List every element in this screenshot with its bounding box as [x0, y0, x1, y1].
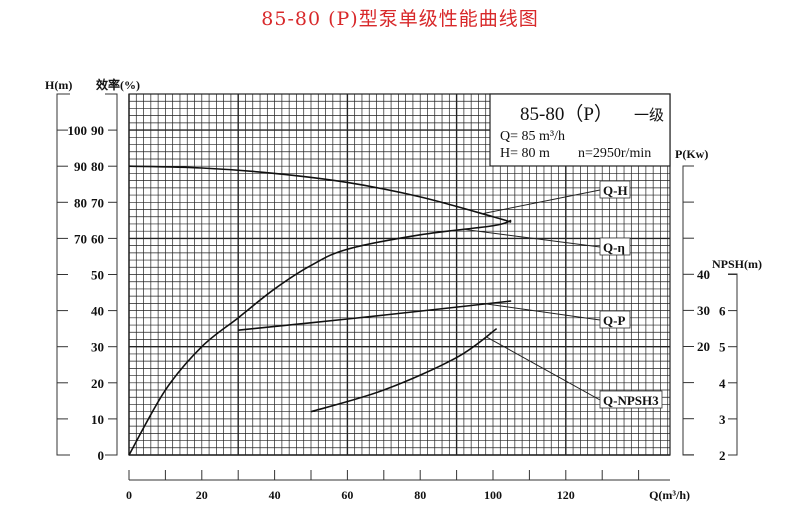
- head-tick-label: 100: [68, 123, 88, 138]
- efficiency-tick-label: 80: [91, 159, 104, 174]
- series-label: Q-η: [603, 240, 625, 255]
- callout-box: [599, 180, 631, 199]
- grid-border: [128, 93, 671, 456]
- x-tick-label: 40: [269, 488, 281, 502]
- head-tick-label: 90: [74, 159, 87, 174]
- info-box: 85-80（P） 一级 Q= 85 m³/h H= 80 m n=2950r/m…: [489, 93, 671, 167]
- head-axis-label: H(m): [45, 78, 72, 92]
- axes: [56, 93, 738, 481]
- npsh-axis-label: NPSH(m): [712, 257, 762, 271]
- axis-labels: 0 20 40 60 80 100 120 Q(m³/h) 0 10 20 30 40 50 60 70 80 9…: [45, 77, 762, 502]
- x-tick-label: 60: [341, 488, 353, 502]
- npsh-tick-label: 5: [719, 340, 726, 355]
- series-label: Q-NPSH3: [603, 393, 659, 408]
- power-tick-label: 40: [697, 267, 710, 282]
- curve-q-h: [128, 165, 512, 223]
- chart-title: 85-80 (P)型泵单级性能曲线图: [261, 8, 539, 30]
- info-speed: n=2950r/min: [578, 146, 651, 161]
- efficiency-tick-label: 90: [91, 123, 104, 138]
- npsh-tick-label: 3: [719, 412, 726, 427]
- curves: Q-H Q-η Q-P Q-NPSH3: [128, 165, 663, 456]
- efficiency-axis-label: 效率(%): [96, 77, 140, 92]
- power-tick-label: 30: [697, 303, 710, 318]
- npsh-tick-label: 4: [719, 376, 726, 391]
- callout-box: [599, 237, 631, 256]
- series-label: Q-P: [603, 313, 625, 328]
- curve-q-npsh3: [310, 328, 498, 413]
- efficiency-tick-label: 20: [91, 376, 104, 391]
- info-model: 85-80（P）: [520, 103, 613, 125]
- x-tick-label: 0: [126, 488, 132, 502]
- callout-box: [599, 310, 631, 329]
- npsh-axis-line: [728, 273, 738, 456]
- efficiency-tick-label: 10: [91, 412, 104, 427]
- power-axis-label: P(Kw): [675, 147, 708, 161]
- callout-leader: [481, 189, 601, 215]
- x-tick-label: 100: [484, 488, 502, 502]
- curve-q-p: [238, 300, 512, 331]
- info-flow: Q= 85 m³/h: [500, 129, 565, 144]
- head-tick-label: 80: [74, 195, 87, 210]
- efficiency-tick-label: 30: [91, 340, 104, 355]
- x-axis-label: Q(m³/h): [649, 488, 690, 502]
- callout-leader: [463, 228, 601, 248]
- efficiency-tick-label: 40: [91, 304, 104, 319]
- npsh-tick-label: 6: [719, 304, 726, 319]
- info-stage: 一级: [634, 107, 664, 124]
- efficiency-tick-label: 0: [98, 448, 105, 463]
- x-tick-label: 80: [414, 488, 426, 502]
- x-tick-label: 120: [557, 488, 575, 502]
- efficiency-tick-label: 50: [91, 268, 104, 283]
- info-head: H= 80 m: [500, 146, 550, 161]
- efficiency-tick-label: 70: [91, 195, 104, 210]
- callout-leader: [485, 336, 601, 401]
- x-tick-label: 20: [196, 488, 208, 502]
- efficiency-tick-label: 60: [91, 231, 104, 246]
- curve-q-: [128, 219, 512, 456]
- head-tick-label: 70: [74, 231, 87, 246]
- power-tick-label: 20: [697, 339, 710, 354]
- npsh-tick-label: 2: [719, 448, 726, 463]
- callout-leader: [485, 303, 601, 321]
- callout-box: [599, 390, 663, 409]
- series-label: Q-H: [603, 183, 628, 198]
